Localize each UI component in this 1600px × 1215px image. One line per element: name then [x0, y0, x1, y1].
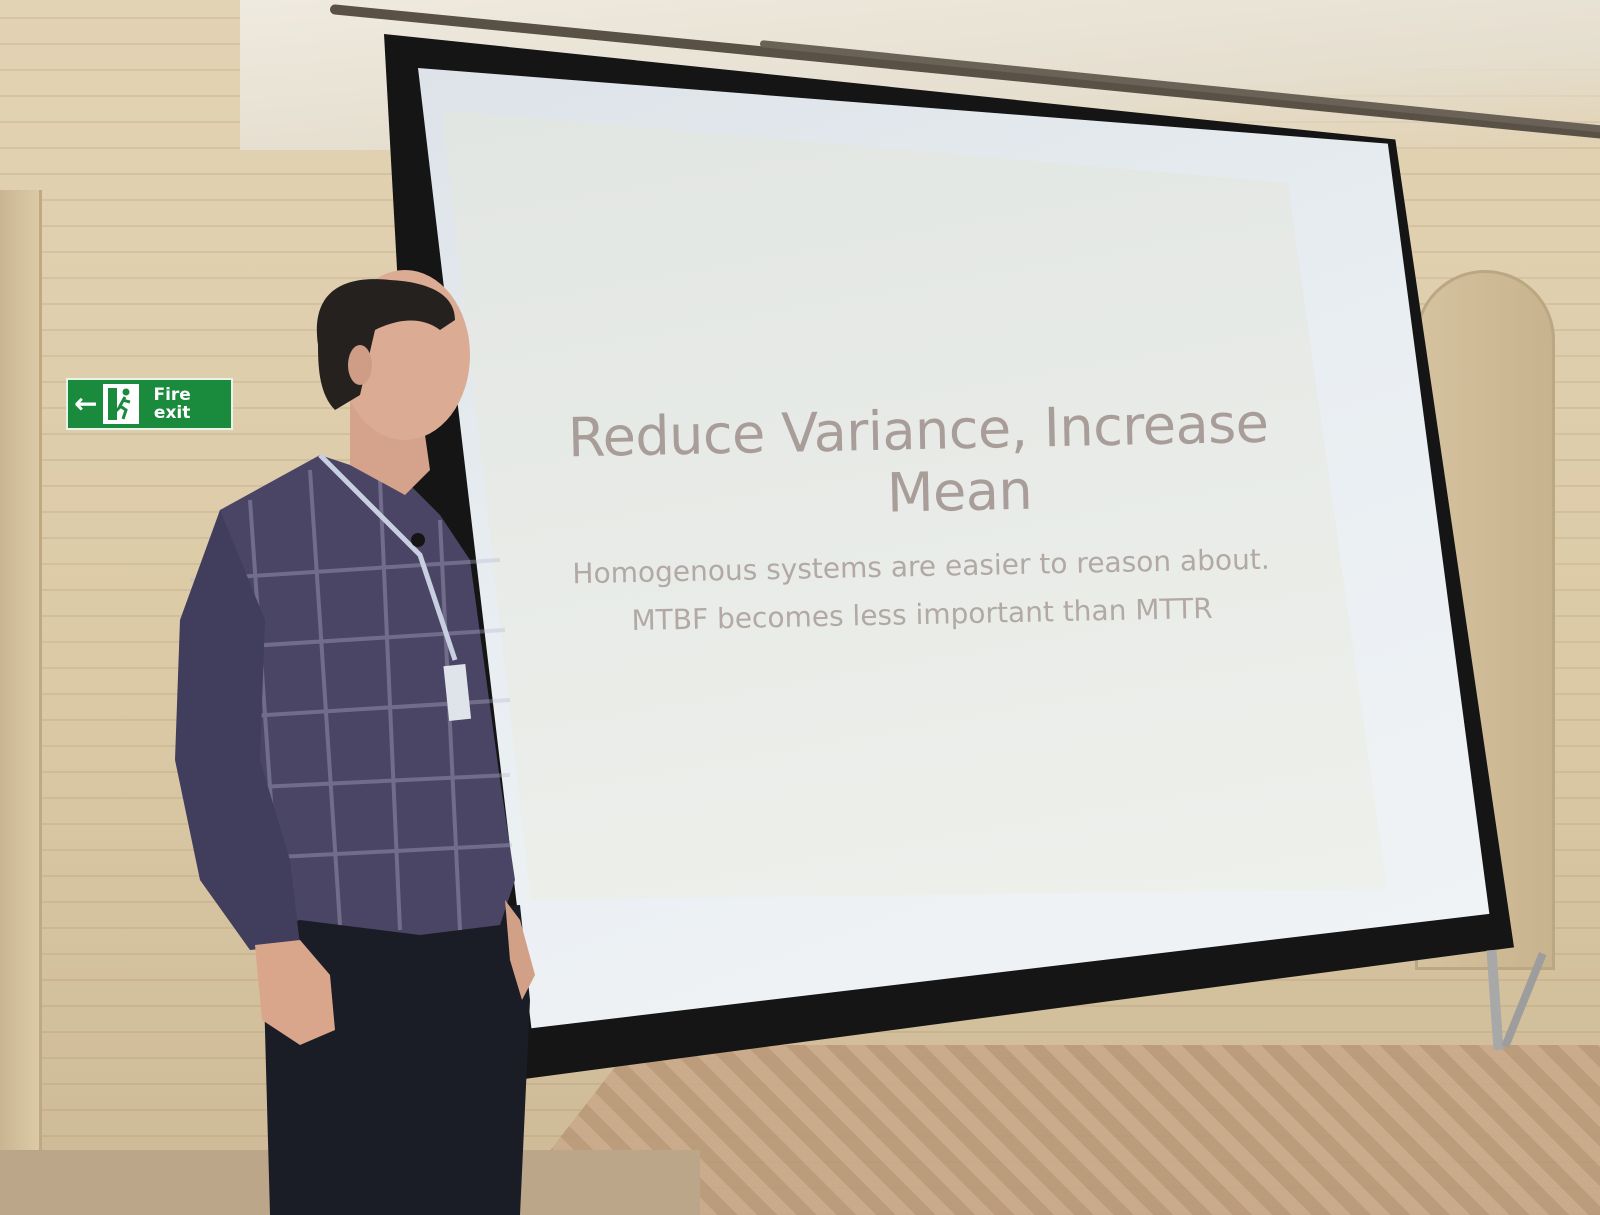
projected-slide: [442, 110, 1387, 900]
speaker-hand: [255, 940, 335, 1045]
lapel-microphone-icon: [411, 533, 425, 547]
lanyard: [318, 453, 458, 661]
speaker-ear: [348, 345, 372, 385]
fire-exit-sign: ← Fire exit: [66, 378, 233, 430]
name-badge: [443, 663, 472, 721]
left-arrow-icon: ←: [74, 387, 98, 420]
speaker-right-hand: [505, 900, 535, 1000]
wall-pillar-left: [0, 190, 42, 1200]
fire-exit-text: Fire exit: [153, 386, 190, 422]
fire-exit-line-2: exit: [153, 403, 191, 423]
speaker-left-arm: [175, 510, 300, 950]
fire-exit-line-1: Fire: [153, 385, 191, 405]
running-person-icon: [103, 384, 140, 424]
